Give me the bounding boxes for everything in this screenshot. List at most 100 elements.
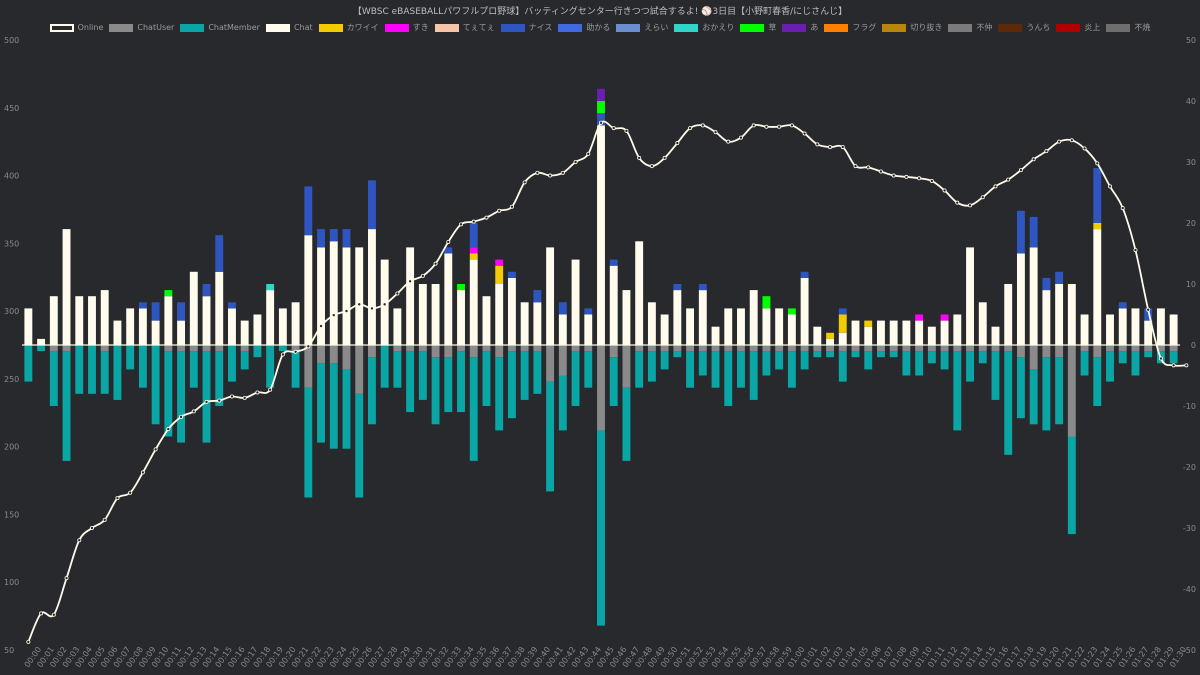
online-point xyxy=(688,126,693,131)
legend-item-5[interactable]: すき xyxy=(384,22,429,33)
bar-ChatMember-75 xyxy=(978,351,987,364)
right-axis-tick: -20 xyxy=(1183,463,1196,472)
left-axis-tick: 100 xyxy=(4,578,19,587)
bar-ChatUser-86 xyxy=(1118,345,1127,352)
bar-Chat-25 xyxy=(342,247,351,345)
legend-swatch xyxy=(1106,23,1131,32)
right-axis-tick: 40 xyxy=(1186,97,1196,106)
online-point xyxy=(395,291,400,296)
bar-ChatMember-76 xyxy=(991,351,1000,400)
bar-あ-45 xyxy=(597,88,605,101)
online-line xyxy=(27,120,1187,643)
legend-item-2[interactable]: ChatMember xyxy=(180,22,260,33)
online-point xyxy=(1108,184,1113,189)
legend-item-10[interactable]: おかえり xyxy=(674,22,734,33)
legend-label: てぇてぇ xyxy=(462,23,495,32)
bar-ChatUser-24 xyxy=(329,345,338,364)
bar-Chat-70 xyxy=(915,320,924,345)
bar-ChatUser-78 xyxy=(1016,345,1025,358)
bar-ChatUser-53 xyxy=(698,345,707,352)
left-axis-tick: 150 xyxy=(4,510,19,519)
legend-item-0[interactable]: Online xyxy=(49,22,103,33)
legend-item-11[interactable]: 草 xyxy=(740,22,776,33)
bar-Chat-12 xyxy=(177,320,186,345)
bar-Chat-27 xyxy=(368,229,376,345)
bar-Chat-88 xyxy=(1144,320,1153,345)
bar-Chat-71 xyxy=(927,326,936,345)
bar-ChatUser-46 xyxy=(609,345,618,358)
legend-item-17[interactable]: 炎上 xyxy=(1056,22,1100,33)
bar-ChatMember-49 xyxy=(647,351,656,382)
legend-item-1[interactable]: ChatUser xyxy=(109,22,174,33)
bar-ChatMember-47 xyxy=(622,387,631,461)
bar-ナイス-16 xyxy=(228,302,236,309)
bar-Chat-30 xyxy=(406,247,415,345)
bar-ChatUser-38 xyxy=(507,345,516,352)
online-point xyxy=(280,352,285,357)
bar-ChatMember-4 xyxy=(75,345,84,394)
online-point xyxy=(1095,161,1100,166)
legend-item-18[interactable]: 不焼 xyxy=(1106,22,1150,33)
online-point xyxy=(980,195,985,200)
legend-swatch xyxy=(674,23,699,32)
legend-item-13[interactable]: フラグ xyxy=(824,22,876,33)
bar-ナイス-46 xyxy=(609,259,618,266)
bar-Chat-14 xyxy=(202,296,211,345)
online-point xyxy=(497,208,502,213)
bar-Chat-68 xyxy=(889,320,898,345)
bar-Chat-4 xyxy=(75,296,84,345)
bar-Chat-82 xyxy=(1067,284,1076,345)
online-point xyxy=(102,517,107,522)
legend-item-12[interactable]: あ xyxy=(782,22,818,33)
bar-ChatUser-47 xyxy=(622,345,631,388)
bar-ナイス-24 xyxy=(329,229,338,242)
legend-item-8[interactable]: 助かる xyxy=(558,22,610,33)
legend-item-14[interactable]: 切り抜き xyxy=(882,22,942,33)
bar-ChatUser-37 xyxy=(495,345,504,358)
bar-ChatUser-64 xyxy=(838,345,847,352)
bar-Chat-65 xyxy=(851,320,860,345)
bar-Chat-56 xyxy=(737,308,745,345)
legend-label: Chat xyxy=(293,23,313,32)
legend-swatch xyxy=(318,23,343,32)
legend-item-3[interactable]: Chat xyxy=(265,22,313,33)
bar-ナイス-86 xyxy=(1118,302,1127,309)
bar-ナイス-23 xyxy=(317,229,325,248)
bar-ChatMember-35 xyxy=(469,357,478,461)
online-point xyxy=(140,470,145,475)
bar-ChatUser-33 xyxy=(444,345,453,358)
bar-ChatMember-6 xyxy=(100,351,109,394)
bar-Chat-59 xyxy=(775,308,784,345)
bar-ChatUser-88 xyxy=(1144,345,1153,352)
bar-ChatMember-84 xyxy=(1093,357,1102,406)
online-point xyxy=(153,447,158,452)
bar-ChatMember-88 xyxy=(1144,351,1153,358)
bar-Chat-38 xyxy=(507,277,516,345)
bar-ChatMember-54 xyxy=(711,351,720,388)
legend-item-4[interactable]: カワイイ xyxy=(318,22,379,33)
legend-item-6[interactable]: てぇてぇ xyxy=(434,22,495,33)
bar-草-11 xyxy=(164,290,173,297)
legend-item-16[interactable]: うんち xyxy=(998,22,1050,33)
legend-swatch xyxy=(882,23,907,32)
legend-item-7[interactable]: ナイス xyxy=(500,22,552,33)
legend-item-9[interactable]: えらい xyxy=(616,22,668,33)
bar-ChatMember-34 xyxy=(457,351,465,413)
online-point xyxy=(891,173,896,178)
online-point xyxy=(1031,157,1036,162)
bar-Chat-64 xyxy=(838,332,847,345)
bar-Chat-63 xyxy=(826,338,834,345)
legend-item-15[interactable]: 不仲 xyxy=(948,22,992,33)
bar-ChatMember-12 xyxy=(177,351,186,443)
bar-ChatUser-21 xyxy=(291,345,300,352)
right-axis-tick: 20 xyxy=(1186,219,1196,228)
online-point xyxy=(624,128,629,133)
bar-ナイス-61 xyxy=(800,271,809,278)
legend-label: あ xyxy=(810,23,819,32)
bar-おかえり-19 xyxy=(266,284,275,291)
bar-ChatMember-9 xyxy=(138,345,147,388)
left-axis-tick: 250 xyxy=(4,375,19,384)
bar-ナイス-80 xyxy=(1042,277,1051,291)
bar-ChatMember-39 xyxy=(520,351,529,400)
online-point xyxy=(191,409,196,414)
